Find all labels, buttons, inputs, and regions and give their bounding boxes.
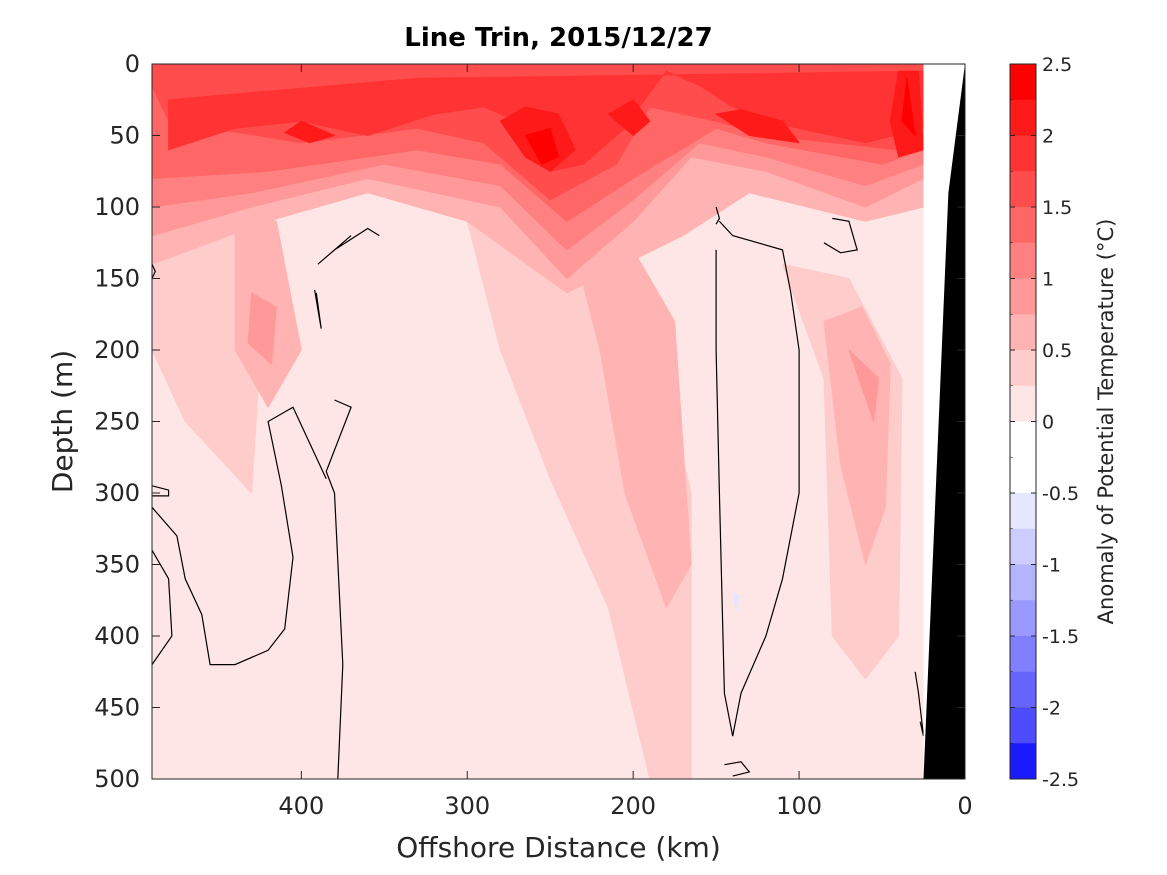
y-tick-label-400: 400	[94, 622, 140, 650]
zero-contour-9	[823, 217, 858, 254]
y-tick-label-0: 0	[125, 50, 140, 78]
zero-contour-1	[314, 289, 322, 329]
zero-contour-10	[724, 761, 751, 777]
anomaly-region-23	[524, 127, 559, 165]
plot-area	[152, 64, 965, 779]
x-tick-label-300: 300	[444, 792, 490, 820]
zero-contour-7	[715, 206, 721, 225]
zero-contour-8	[715, 220, 800, 737]
anomaly-region-20	[715, 109, 800, 144]
colorbar-tick-label-8: -1.5	[1042, 626, 1079, 648]
colorbar: 2.5 2 1.5 1 0.5 0 -0.5 -1 -1.5 -2 -2.5	[1009, 54, 1079, 791]
colorbar-tick-label-0: 2.5	[1042, 54, 1072, 76]
zero-contour-3	[152, 406, 327, 666]
colorbar-swatch-6	[1010, 278, 1036, 315]
x-tick-label-200: 200	[610, 792, 656, 820]
y-tick-label-100: 100	[94, 193, 140, 221]
colorbar-swatch-15	[1010, 600, 1036, 637]
colorbar-swatch-12	[1010, 493, 1036, 530]
colorbar-tick-label-4: 0.5	[1042, 340, 1072, 362]
x-tick-label-100: 100	[776, 792, 822, 820]
zero-contour-4	[152, 549, 173, 665]
colorbar-swatch-9	[1010, 385, 1036, 422]
colorbar-swatch-2	[1010, 135, 1036, 172]
colorbar-label: Anomaly of Potential Temperature (°C)	[1094, 219, 1118, 625]
colorbar-swatch-0	[1010, 64, 1036, 101]
zero-contour-6	[152, 263, 156, 279]
colorbar-tick-label-10: -2.5	[1042, 769, 1079, 791]
zero-contour-11	[914, 671, 925, 737]
anomaly-region-8	[823, 306, 891, 565]
chart-title: Line Trin, 2015/12/27	[404, 23, 712, 53]
x-axis-label: Offshore Distance (km)	[396, 831, 721, 864]
y-tick-label-350: 350	[94, 551, 140, 579]
colorbar-swatch-8	[1010, 350, 1036, 387]
bathymetry-fill	[923, 64, 965, 779]
anomaly-region-9	[247, 292, 277, 365]
colorbar-swatch-5	[1010, 242, 1036, 279]
anomaly-region-19	[607, 99, 651, 136]
y-tick-label-450: 450	[94, 694, 140, 722]
colorbar-tick-label-5: 0	[1042, 412, 1054, 434]
colorbar-tick-label-2: 1.5	[1042, 197, 1072, 219]
y-tick-label-500: 500	[94, 765, 140, 793]
colorbar-tick-label-1: 2	[1042, 126, 1054, 148]
colorbar-swatch-4	[1010, 207, 1036, 244]
zero-contour-0	[317, 227, 380, 265]
plot-content	[152, 64, 965, 779]
colorbar-tick-label-6: -0.5	[1042, 483, 1079, 505]
y-tick-label-300: 300	[94, 479, 140, 507]
anomaly-region-7	[566, 220, 692, 608]
x-tick-label-400: 400	[278, 792, 324, 820]
anomaly-region-25	[732, 592, 740, 611]
colorbar-swatch-13	[1010, 528, 1036, 565]
x-tick-label-0: 0	[957, 792, 972, 820]
anomaly-region-10	[848, 349, 880, 422]
y-tick-label-50: 50	[109, 122, 140, 150]
colorbar-swatch-19	[1010, 743, 1036, 780]
anomaly-region-22	[284, 120, 335, 144]
zero-contour-2	[325, 399, 352, 779]
anomaly-region-24	[901, 77, 916, 136]
colorbar-swatch-18	[1010, 707, 1036, 744]
colorbar-swatch-14	[1010, 564, 1036, 601]
y-tick-label-150: 150	[94, 265, 140, 293]
colorbar-swatch-16	[1010, 636, 1036, 673]
colorbar-tick-label-7: -1	[1042, 555, 1061, 577]
colorbar-swatch-1	[1010, 99, 1036, 136]
anomaly-region-16	[152, 64, 924, 72]
axes: 400 300 200 100 0 0 50 100 150 200 250 300 350 400 450…	[94, 50, 972, 820]
zero-contour-5	[152, 485, 170, 497]
colorbar-swatch-10	[1010, 421, 1036, 458]
colorbar-swatch-3	[1010, 171, 1036, 208]
y-axis-label: Depth (m)	[46, 350, 79, 493]
y-tick-label-250: 250	[94, 408, 140, 436]
colorbar-swatch-11	[1010, 457, 1036, 494]
colorbar-tick-label-9: -2	[1042, 698, 1061, 720]
colorbar-swatch-7	[1010, 314, 1036, 351]
colorbar-swatch-17	[1010, 671, 1036, 708]
colorbar-tick-label-3: 1	[1042, 269, 1054, 291]
y-tick-label-200: 200	[94, 336, 140, 364]
